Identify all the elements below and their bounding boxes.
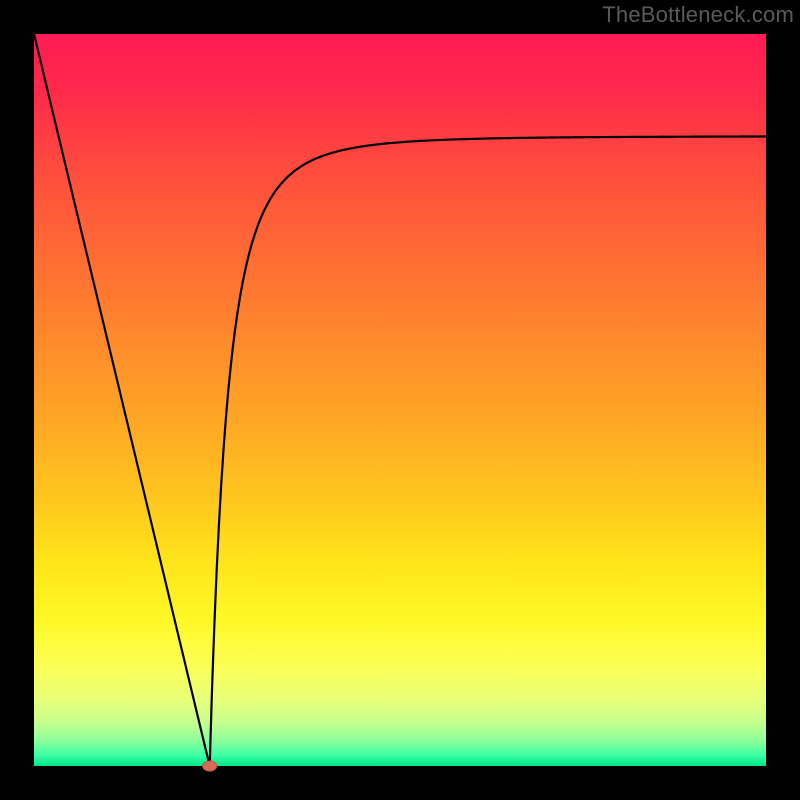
watermark-label: TheBottleneck.com (602, 2, 794, 28)
chart-svg (0, 0, 800, 800)
plot-background (34, 34, 766, 766)
optimum-marker (203, 761, 217, 771)
chart-container: TheBottleneck.com (0, 0, 800, 800)
